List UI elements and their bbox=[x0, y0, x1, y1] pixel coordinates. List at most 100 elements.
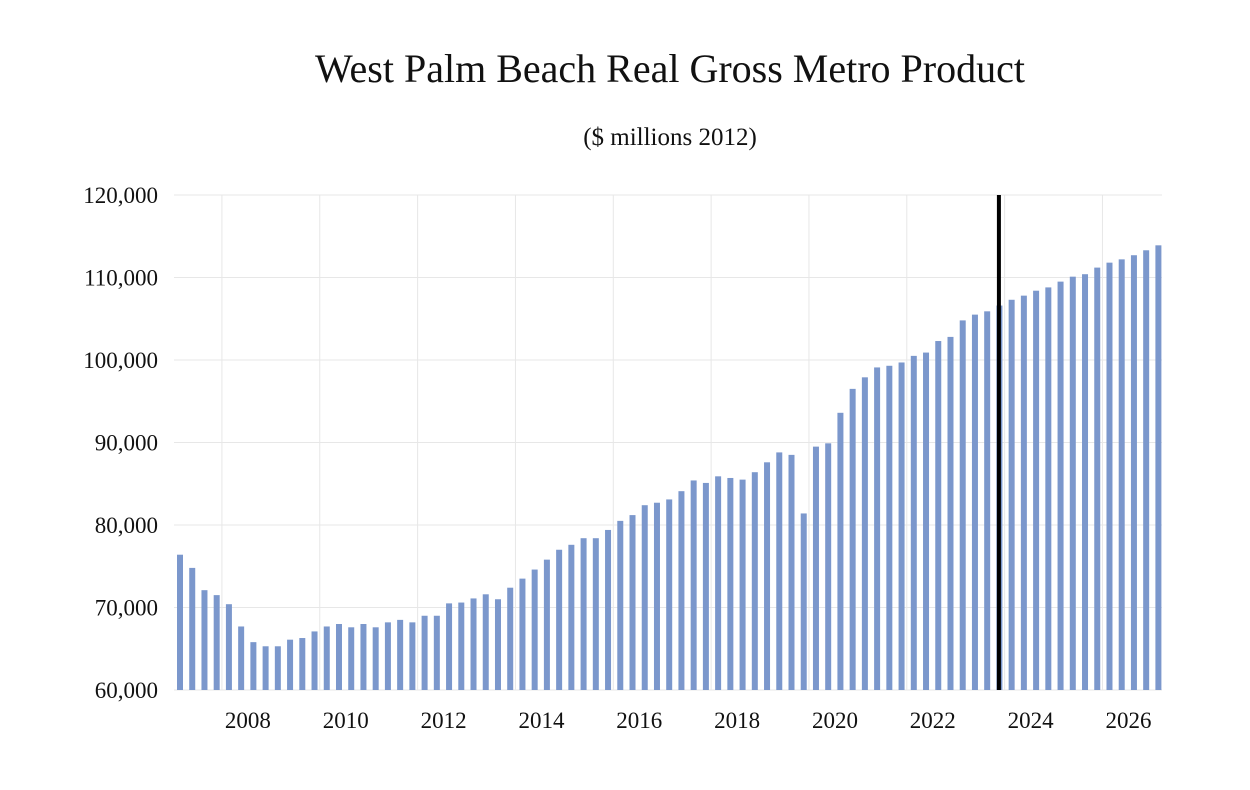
bar bbox=[764, 462, 771, 690]
x-tick-label: 2016 bbox=[616, 708, 662, 733]
bar bbox=[1143, 250, 1150, 690]
bar bbox=[531, 569, 538, 690]
bar bbox=[458, 602, 465, 690]
bar bbox=[1118, 259, 1125, 690]
bar bbox=[1094, 267, 1101, 690]
x-tick-label: 2012 bbox=[421, 708, 467, 733]
bar bbox=[433, 615, 440, 690]
bar bbox=[1008, 299, 1015, 690]
bar bbox=[311, 631, 318, 690]
bar bbox=[959, 320, 966, 690]
bar bbox=[348, 627, 355, 690]
axis-layer: 2008 2010 2012 2014 2016 2018 2020 2022 2024 2026… bbox=[83, 183, 1151, 733]
bar bbox=[1106, 262, 1113, 690]
bar bbox=[1045, 287, 1052, 690]
y-tick-label: 120,000 bbox=[83, 183, 158, 208]
bar bbox=[641, 505, 648, 690]
y-tick-label: 110,000 bbox=[84, 266, 158, 291]
x-tick-label: 2022 bbox=[910, 708, 956, 733]
bar bbox=[250, 642, 257, 690]
bar bbox=[397, 619, 404, 690]
bar bbox=[727, 477, 734, 690]
bar bbox=[335, 624, 342, 690]
bar bbox=[1082, 274, 1089, 690]
y-tick-label: 80,000 bbox=[95, 513, 158, 538]
bar bbox=[605, 529, 612, 690]
bar bbox=[470, 598, 477, 690]
bar bbox=[910, 355, 917, 690]
bar bbox=[238, 626, 245, 690]
bar bbox=[360, 624, 367, 690]
bar bbox=[1130, 255, 1137, 690]
bar bbox=[935, 341, 942, 690]
bar bbox=[812, 446, 819, 690]
bar bbox=[886, 365, 893, 690]
bar bbox=[177, 554, 183, 690]
y-tick-label: 60,000 bbox=[95, 678, 158, 703]
bar bbox=[494, 599, 501, 690]
bar bbox=[384, 622, 391, 690]
bar bbox=[1155, 245, 1162, 690]
bar bbox=[556, 549, 563, 690]
bar bbox=[984, 311, 991, 690]
bar bbox=[898, 362, 905, 690]
bar bbox=[519, 578, 526, 690]
bar bbox=[543, 559, 550, 690]
bar bbox=[666, 499, 673, 690]
x-tick-label: 2026 bbox=[1105, 708, 1151, 733]
bar bbox=[372, 627, 379, 690]
bar bbox=[1057, 281, 1064, 690]
bar bbox=[201, 590, 208, 690]
bar bbox=[861, 377, 868, 690]
y-tick-label: 90,000 bbox=[95, 431, 158, 456]
bar bbox=[1033, 290, 1040, 690]
x-tick-label: 2018 bbox=[714, 708, 760, 733]
bar bbox=[1020, 295, 1027, 690]
bar bbox=[617, 520, 624, 690]
bar bbox=[739, 479, 746, 690]
y-tick-label: 70,000 bbox=[95, 596, 158, 621]
bar bbox=[874, 367, 881, 690]
x-tick-label: 2014 bbox=[518, 708, 565, 733]
bar bbox=[274, 646, 281, 690]
x-tick-label: 2008 bbox=[225, 708, 271, 733]
bar bbox=[825, 443, 832, 690]
y-tick-label: 100,000 bbox=[83, 348, 158, 373]
bar bbox=[788, 454, 795, 690]
bar bbox=[702, 482, 709, 690]
bar bbox=[690, 480, 697, 690]
chart-subtitle: ($ millions 2012) bbox=[583, 124, 757, 151]
x-tick-label: 2020 bbox=[812, 708, 858, 733]
bar bbox=[225, 604, 232, 690]
bar bbox=[800, 513, 807, 690]
bar bbox=[592, 538, 599, 690]
chart-title: West Palm Beach Real Gross Metro Product bbox=[315, 46, 1025, 91]
bar bbox=[715, 476, 722, 690]
bar bbox=[653, 502, 660, 690]
bar bbox=[568, 544, 575, 690]
bar bbox=[971, 314, 978, 690]
bar bbox=[629, 515, 636, 690]
bar bbox=[189, 567, 196, 690]
bar bbox=[776, 452, 783, 690]
bar bbox=[287, 639, 294, 690]
bar bbox=[409, 622, 416, 690]
bar bbox=[262, 646, 269, 690]
x-tick-label: 2024 bbox=[1008, 708, 1055, 733]
bar bbox=[751, 472, 758, 690]
bar bbox=[837, 412, 844, 690]
bar bbox=[323, 626, 330, 690]
bar bbox=[213, 595, 220, 690]
bar bbox=[1069, 276, 1076, 690]
bar bbox=[507, 587, 514, 690]
bar bbox=[482, 594, 489, 690]
bar bbox=[421, 615, 428, 690]
x-tick-label: 2010 bbox=[323, 708, 369, 733]
bar-layer bbox=[177, 245, 1162, 690]
bar bbox=[947, 336, 954, 690]
bar bbox=[923, 352, 930, 690]
bar bbox=[299, 638, 306, 690]
bar bbox=[446, 603, 453, 690]
bar bbox=[849, 388, 856, 690]
